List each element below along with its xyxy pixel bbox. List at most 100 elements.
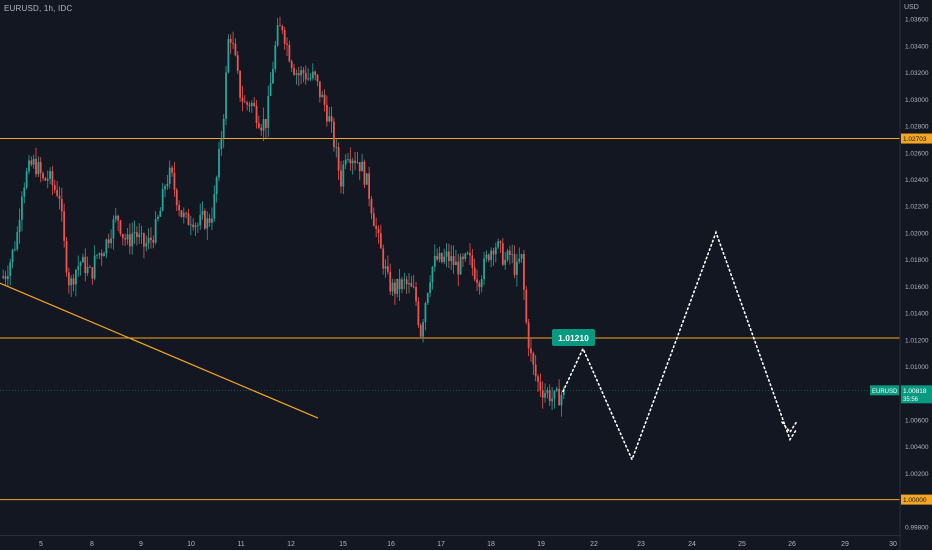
candle-body — [164, 186, 166, 190]
candle-body — [274, 45, 277, 70]
candle-body — [548, 390, 551, 402]
candle-body — [220, 137, 223, 150]
candle-body — [370, 199, 373, 214]
candle-body — [124, 238, 127, 240]
candle-body — [265, 119, 267, 128]
candle-body — [403, 279, 406, 281]
level-price-tag — [901, 494, 932, 505]
candle-body — [58, 195, 61, 200]
candle-body — [180, 210, 183, 217]
candle-body — [297, 73, 300, 76]
x-tick-label: 25 — [738, 541, 746, 548]
projection-label-box — [552, 328, 595, 346]
candle-body — [450, 256, 453, 262]
y-tick-label: 1.03000 — [905, 97, 929, 104]
symbol-tag — [870, 385, 899, 396]
candle-body — [321, 94, 324, 98]
x-tick-label: 15 — [339, 541, 347, 548]
candle-body — [483, 258, 485, 280]
candle-body — [171, 167, 173, 173]
candle-body — [490, 250, 493, 261]
candle-body — [128, 234, 131, 247]
candle-body — [459, 256, 462, 275]
candle-body — [415, 287, 417, 302]
candle-body — [344, 159, 347, 165]
candle-body — [429, 282, 432, 294]
candle-body — [30, 160, 33, 165]
candle-body — [328, 116, 331, 122]
candle-body — [262, 119, 265, 131]
candle-body — [257, 123, 260, 128]
candle-body — [520, 254, 523, 259]
y-tick-label: 1.00400 — [905, 444, 929, 451]
candle-body — [138, 234, 141, 238]
candle-body — [286, 43, 288, 45]
candle-body — [246, 102, 249, 105]
candle-body — [504, 259, 507, 265]
x-tick-label: 23 — [637, 541, 645, 548]
horizontal-levels — [0, 138, 900, 501]
candle-body — [469, 252, 471, 256]
candle-body — [347, 159, 349, 161]
candle-body — [508, 250, 511, 255]
level-price-label: 1.00000 — [903, 497, 927, 504]
candle-body — [300, 70, 302, 76]
candle-body — [452, 256, 455, 266]
candle-body — [530, 348, 532, 354]
symbol-tag-label: EURUSD — [872, 389, 898, 395]
projection-arrowhead — [781, 420, 798, 434]
candle-body — [309, 78, 312, 79]
candle-body — [126, 234, 129, 240]
candle-body — [422, 322, 424, 337]
x-tick-label: 19 — [537, 541, 545, 548]
candle-body — [527, 322, 530, 349]
candle-body — [293, 68, 295, 75]
candle-body — [471, 255, 474, 268]
y-tick-label: 0.99800 — [905, 524, 929, 531]
candle-body — [121, 234, 124, 239]
x-tick-label: 10 — [187, 541, 195, 548]
candle-body — [431, 266, 434, 283]
candle-body — [534, 364, 537, 377]
candle-body — [175, 189, 178, 206]
candle-body — [391, 282, 394, 292]
candle-body — [211, 218, 213, 223]
candle-body — [553, 390, 556, 399]
candle-body — [133, 232, 136, 234]
candle-body — [229, 38, 232, 43]
candle-body — [208, 218, 211, 223]
countdown-label: 35:56 — [903, 397, 919, 403]
candle-body — [438, 253, 441, 260]
price-axis: 0.99800 1.00000 1.00200 1.00400 1.00600 1.008… — [899, 0, 929, 550]
candle-body — [166, 183, 169, 187]
candle-body — [65, 240, 68, 273]
candle-body — [333, 121, 335, 148]
candle-body — [51, 171, 54, 186]
candle-body — [110, 238, 112, 244]
candle-body — [114, 215, 117, 220]
symbol-title: EURUSD, 1h, IDC — [4, 4, 73, 13]
candle-body — [204, 210, 206, 229]
candle-body — [525, 289, 528, 323]
candle-body — [279, 25, 281, 27]
candle-body — [178, 205, 181, 211]
candle-body — [368, 173, 371, 200]
candle-body — [455, 261, 457, 266]
candle-body — [506, 250, 509, 260]
candle-body — [307, 78, 310, 80]
candle-body — [93, 255, 96, 279]
candle-body — [389, 271, 392, 292]
candle-body — [89, 266, 91, 268]
candle-body — [187, 213, 190, 226]
candle-body — [248, 104, 251, 106]
candle-body — [283, 30, 286, 44]
candle-body — [16, 232, 19, 250]
candle-body — [424, 302, 427, 323]
candle-body — [476, 279, 478, 283]
candle-body — [447, 251, 450, 262]
candle-body — [473, 267, 476, 280]
x-tick-label: 5 — [39, 541, 43, 548]
candle-body — [485, 254, 488, 259]
candle-body — [199, 214, 202, 226]
